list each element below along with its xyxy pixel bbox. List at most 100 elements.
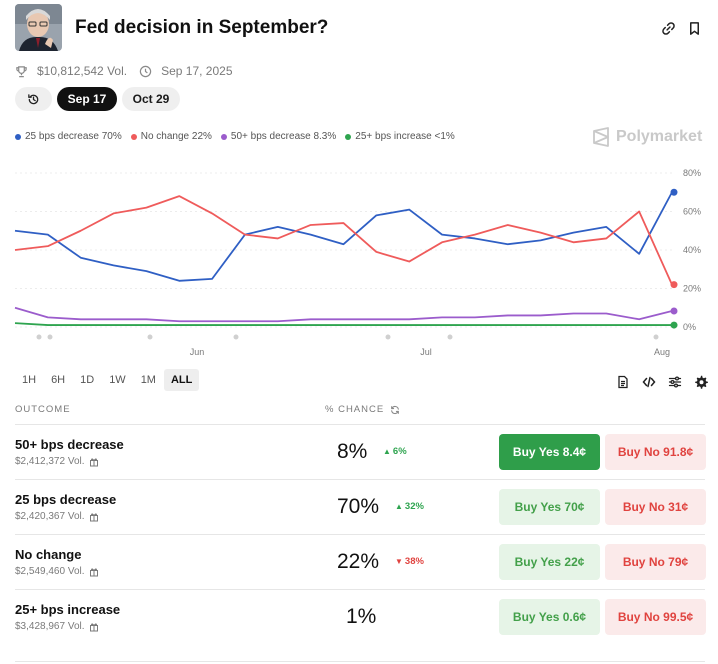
chance-column-label: % CHANCE bbox=[325, 404, 385, 415]
market-end-date: Sep 17, 2025 bbox=[161, 64, 233, 78]
outcome-volume-text: $2,420,367 Vol. bbox=[15, 511, 85, 522]
range-1h[interactable]: 1H bbox=[22, 374, 37, 386]
buy-no-button[interactable]: Buy No 31¢ bbox=[605, 489, 706, 525]
brand-name: Polymarket bbox=[616, 128, 703, 145]
chart-legend: 25 bps decrease 70% No change 22% 50+ bp… bbox=[15, 131, 464, 142]
x-tick-label: Aug bbox=[654, 347, 670, 357]
outcome-chance: 8% bbox=[337, 440, 368, 463]
outcome-column-header: OUTCOME bbox=[15, 404, 71, 415]
gift-icon bbox=[89, 512, 98, 521]
outcome-name: No change bbox=[15, 547, 82, 562]
sliders-icon[interactable] bbox=[666, 373, 683, 390]
series-end-point bbox=[670, 321, 678, 329]
outcome-row[interactable]: 25+ bps increase $3,428,967 Vol. 1% Buy … bbox=[15, 589, 706, 644]
legend-item: 25 bps decrease 70% bbox=[15, 131, 122, 142]
buy-yes-button[interactable]: Buy Yes 8.4¢ bbox=[499, 434, 600, 470]
legend-item: 25+ bps increase <1% bbox=[345, 131, 455, 142]
price-chart[interactable]: 80% 60% 40% 20% 0% Jun Jul Aug bbox=[0, 160, 718, 360]
buy-yes-button[interactable]: Buy Yes 22¢ bbox=[499, 544, 600, 580]
outcome-row[interactable]: 25 bps decrease $2,420,367 Vol. 70% ▲ 32%… bbox=[15, 479, 706, 534]
link-icon[interactable] bbox=[658, 18, 678, 38]
event-marker bbox=[36, 334, 42, 340]
polymarket-watermark: Polymarket bbox=[592, 127, 702, 147]
market-avatar bbox=[15, 4, 62, 51]
outcome-volume-text: $2,549,460 Vol. bbox=[15, 566, 85, 577]
buy-yes-button[interactable]: Buy Yes 70¢ bbox=[499, 489, 600, 525]
outcome-chance: 1% bbox=[346, 605, 377, 628]
series-line bbox=[14, 322, 672, 326]
x-tick-label: Jun bbox=[190, 347, 205, 357]
settings-gear-icon[interactable] bbox=[692, 373, 709, 390]
document-icon[interactable] bbox=[614, 373, 631, 390]
polymarket-logo-icon bbox=[593, 127, 609, 147]
outcome-volume: $2,420,367 Vol. bbox=[15, 511, 99, 522]
event-marker bbox=[447, 334, 453, 340]
chance-change-up: ▲ 6% bbox=[383, 446, 407, 457]
tab-oct-29[interactable]: Oct 29 bbox=[122, 87, 180, 111]
buy-no-button[interactable]: Buy No 79¢ bbox=[605, 544, 706, 580]
series-line bbox=[14, 195, 673, 286]
outcome-volume: $2,412,372 Vol. bbox=[15, 456, 99, 467]
legend-label: 50+ bps decrease 8.3% bbox=[230, 131, 337, 142]
outcome-volume-text: $3,428,967 Vol. bbox=[15, 621, 85, 632]
triangle-up-icon: ▲ bbox=[383, 447, 391, 456]
chance-change-down: ▼ 38% bbox=[395, 556, 424, 567]
triangle-down-icon: ▼ bbox=[395, 557, 403, 566]
range-6h[interactable]: 6H bbox=[51, 374, 66, 386]
legend-dot bbox=[220, 133, 227, 140]
legend-item: 50+ bps decrease 8.3% bbox=[220, 131, 337, 142]
market-meta: $10,812,542 Vol. Sep 17, 2025 bbox=[15, 63, 233, 79]
buy-no-button[interactable]: Buy No 99.5¢ bbox=[605, 599, 706, 635]
range-1w[interactable]: 1W bbox=[109, 374, 126, 386]
clock-icon bbox=[139, 65, 152, 78]
event-marker bbox=[233, 334, 239, 340]
y-tick-label: 20% bbox=[683, 284, 701, 294]
outcome-name: 50+ bps decrease bbox=[15, 437, 124, 452]
series-line bbox=[14, 191, 673, 282]
outcome-row[interactable]: No change $2,549,460 Vol. 22% ▼ 38% Buy Y… bbox=[15, 534, 706, 589]
bookmark-icon[interactable] bbox=[684, 18, 704, 38]
range-1d[interactable]: 1D bbox=[80, 374, 95, 386]
series-end-point bbox=[670, 281, 678, 289]
outcome-row[interactable]: 50+ bps decrease $2,412,372 Vol. 8% ▲ 6% … bbox=[15, 424, 706, 479]
legend-dot bbox=[15, 133, 21, 140]
history-icon bbox=[27, 93, 40, 106]
tab-sep-17[interactable]: Sep 17 bbox=[57, 87, 117, 111]
range-all[interactable]: ALL bbox=[163, 369, 200, 391]
outcome-volume: $3,428,967 Vol. bbox=[15, 621, 99, 632]
chart-tools bbox=[605, 373, 709, 390]
legend-dot bbox=[345, 133, 352, 140]
chart-svg: 80% 60% 40% 20% 0% Jun Jul Aug bbox=[14, 168, 701, 357]
legend-dot bbox=[130, 133, 137, 140]
buy-yes-button[interactable]: Buy Yes 0.6¢ bbox=[499, 599, 600, 635]
y-tick-label: 40% bbox=[683, 245, 701, 255]
outcome-chance: 22% bbox=[337, 550, 380, 573]
date-tabs: Sep 17 Oct 29 bbox=[15, 87, 185, 111]
event-marker bbox=[147, 334, 153, 340]
triangle-up-icon: ▲ bbox=[395, 502, 403, 511]
outcome-volume-text: $2,412,372 Vol. bbox=[15, 456, 85, 467]
embed-code-icon[interactable] bbox=[640, 373, 657, 390]
event-marker bbox=[385, 334, 391, 340]
trophy-icon bbox=[15, 65, 28, 78]
chance-change-up: ▲ 32% bbox=[395, 501, 424, 512]
series-end-point bbox=[670, 307, 678, 315]
time-range-selector: 1H 6H 1D 1W 1M ALL bbox=[15, 369, 200, 391]
gift-icon bbox=[89, 622, 98, 631]
outcome-volume: $2,549,460 Vol. bbox=[15, 566, 99, 577]
gift-icon bbox=[89, 567, 98, 576]
outcome-name: 25+ bps increase bbox=[15, 602, 121, 617]
buy-no-button[interactable]: Buy No 91.8¢ bbox=[605, 434, 706, 470]
range-1m[interactable]: 1M bbox=[140, 374, 156, 386]
legend-label: No change 22% bbox=[140, 131, 212, 142]
market-title: Fed decision in September? bbox=[75, 17, 329, 38]
market-volume: $10,812,542 Vol. bbox=[37, 64, 128, 78]
y-tick-label: 80% bbox=[683, 168, 701, 178]
chance-change-value: 38% bbox=[404, 556, 424, 567]
table-bottom-divider bbox=[15, 661, 705, 662]
refresh-icon[interactable] bbox=[390, 405, 400, 415]
history-button[interactable] bbox=[15, 87, 52, 111]
market-header: Fed decision in September? bbox=[15, 4, 705, 52]
chance-column-header: % CHANCE bbox=[325, 404, 400, 415]
outcome-name: 25 bps decrease bbox=[15, 492, 117, 507]
